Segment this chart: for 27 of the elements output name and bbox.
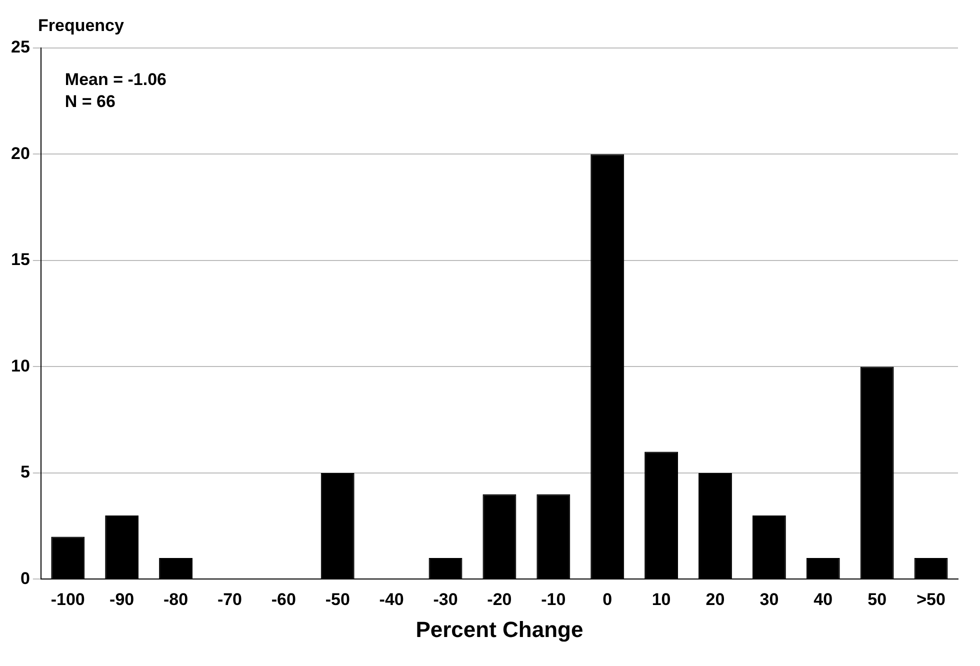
x-tick-label: -60 [271,590,296,610]
annotation: N = 66 [64,92,116,112]
y-axis-title: Frequency [38,16,125,36]
x-tick-label: 10 [652,590,671,610]
x-tick-label: 0 [602,590,612,610]
annotation: Mean = -1.06 [64,70,166,90]
y-tick-label: 20 [10,144,30,163]
x-tick-label: -100 [50,590,85,610]
x-tick-label: 50 [868,590,887,610]
y-tick-label: 5 [20,462,30,482]
x-tick-label: 20 [706,590,725,610]
x-tick-label: 40 [814,590,833,610]
x-tick-label: -40 [379,590,404,610]
y-tick-label: 0 [20,568,30,588]
x-tick-label: -10 [541,590,566,610]
x-tick-label: -20 [487,590,512,610]
x-tick-label: >50 [916,590,946,610]
x-tick-label: 30 [760,590,779,610]
x-tick-label: -80 [163,590,188,610]
x-tick-label: -30 [433,590,458,610]
x-tick-label: -90 [110,590,134,610]
x-tick-label: -70 [217,590,242,610]
x-axis-title: Percent Change [416,616,584,642]
x-tick-label: -50 [325,590,350,610]
y-tick-label: 25 [10,38,30,57]
y-tick-label: 10 [10,356,30,376]
y-tick-label: 15 [10,250,30,270]
